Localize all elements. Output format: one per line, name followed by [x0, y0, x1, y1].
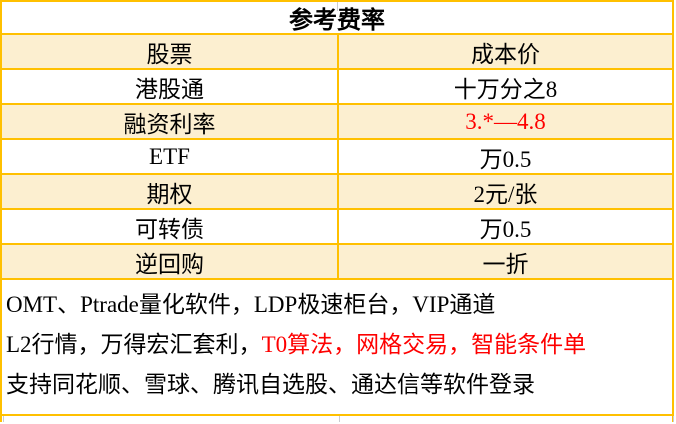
row-value-highlighted: 3.*—4.8 — [465, 108, 546, 134]
table-row: 期权 2元/张 — [2, 175, 672, 210]
table-row: 港股通 十万分之8 — [2, 70, 672, 105]
row-value: 成本价 — [471, 41, 540, 67]
grid-tick — [339, 416, 340, 422]
table-row: 股票 成本价 — [2, 35, 672, 70]
row-label: 融资利率 — [2, 105, 339, 138]
footer-line-2-black: L2行情，万得宏汇套利， — [6, 332, 262, 357]
column-divider-remnant — [337, 2, 338, 11]
row-value: 2元/张 — [473, 181, 538, 207]
row-label: 期权 — [2, 175, 339, 208]
table-row: 逆回购 一折 — [2, 245, 672, 280]
row-value: 一折 — [482, 251, 529, 277]
table-title-row: 参考费率 — [2, 2, 672, 35]
footer-line-2-red: T0算法，网格交易，智能条件单 — [261, 332, 587, 357]
row-label: 港股通 — [2, 70, 339, 103]
footer-notes: OMT、Ptrade量化软件，LDP极速柜台，VIP通道 L2行情，万得宏汇套利… — [2, 280, 672, 416]
row-value: 万0.5 — [479, 146, 532, 172]
row-value: 万0.5 — [479, 216, 532, 242]
row-label: ETF — [2, 140, 339, 173]
footer-line-2: L2行情，万得宏汇套利，T0算法，网格交易，智能条件单 — [6, 325, 672, 365]
row-label: 股票 — [2, 35, 339, 68]
table-row: ETF 万0.5 — [2, 140, 672, 175]
table-row: 可转债 万0.5 — [2, 210, 672, 245]
table-row: 融资利率 3.*—4.8 — [2, 105, 672, 140]
cutoff-row-strip — [2, 416, 674, 422]
grid-tick — [3, 416, 4, 422]
row-value: 十万分之8 — [453, 76, 558, 102]
row-label: 可转债 — [2, 210, 339, 243]
table-title: 参考费率 — [289, 8, 385, 34]
row-label: 逆回购 — [2, 245, 339, 278]
footer-line-1: OMT、Ptrade量化软件，LDP极速柜台，VIP通道 — [6, 292, 496, 317]
footer-line-3: 支持同花顺、雪球、腾讯自选股、通达信等软件登录 — [6, 372, 535, 397]
grid-tick — [673, 416, 674, 422]
